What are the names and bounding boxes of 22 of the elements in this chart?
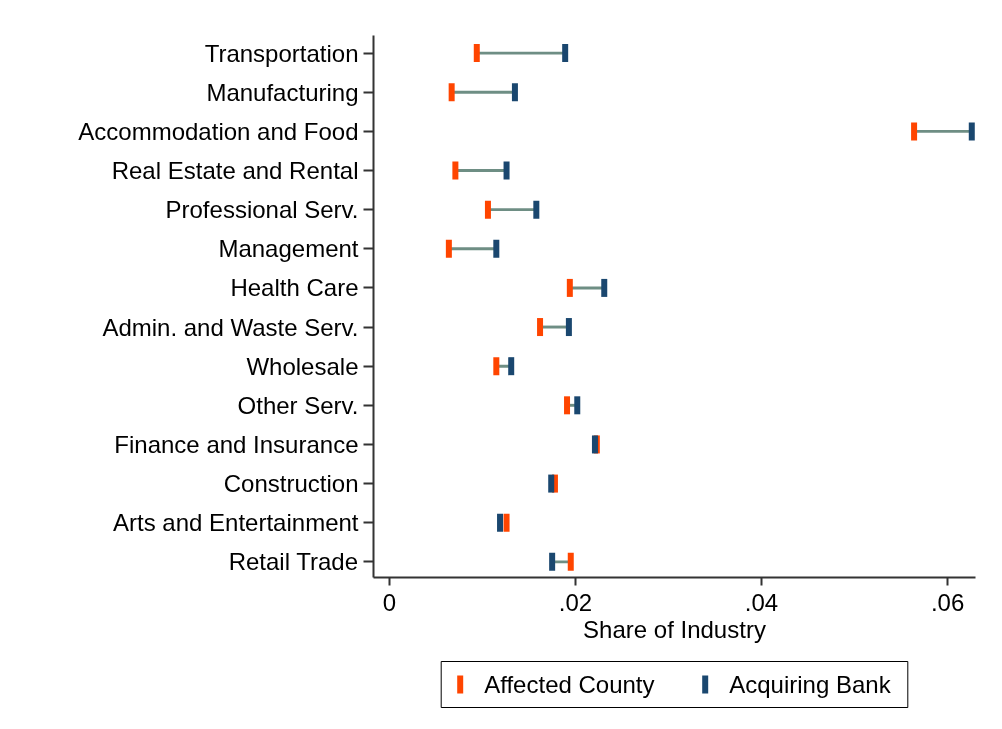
- x-tick-label: .06: [930, 588, 965, 616]
- y-tick-label: Finance and Insurance: [114, 430, 359, 458]
- y-tick-label: Retail Trade: [228, 548, 359, 576]
- y-tick-label: Transportation: [204, 39, 359, 67]
- x-tick-label: .04: [744, 588, 779, 616]
- legend-label: Affected County: [484, 671, 655, 698]
- y-tick-label: Construction: [223, 470, 359, 498]
- x-tick-label: 0: [382, 588, 396, 616]
- x-axis-title: Share of Industry: [583, 615, 766, 643]
- y-tick-label: Wholesale: [246, 352, 359, 380]
- y-tick-label: Health Care: [230, 274, 359, 302]
- legend-label: Acquiring Bank: [729, 671, 892, 698]
- y-tick-label: Arts and Entertainment: [113, 509, 359, 537]
- y-tick-label: Admin. and Waste Serv.: [102, 313, 359, 341]
- y-tick-label: Real Estate and Rental: [111, 157, 359, 185]
- y-tick-label: Manufacturing: [206, 78, 359, 106]
- y-tick-label: Accommodation and Food: [78, 117, 359, 145]
- y-tick-label: Management: [218, 235, 359, 263]
- y-tick-label: Other Serv.: [237, 391, 359, 419]
- bar: [914, 129, 972, 133]
- y-tick-label: Professional Serv.: [165, 196, 359, 224]
- x-tick-label: .02: [558, 588, 593, 616]
